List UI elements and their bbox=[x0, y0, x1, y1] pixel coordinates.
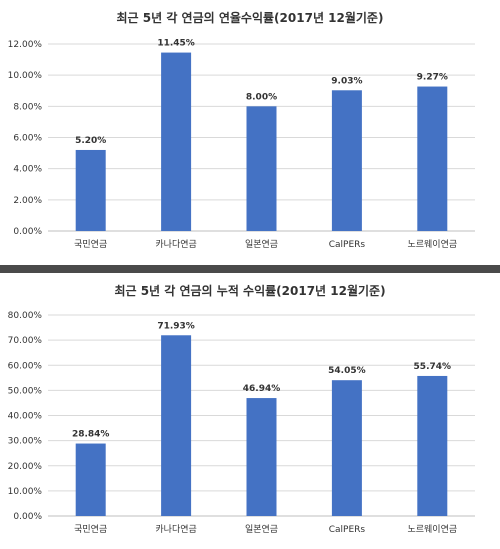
bar bbox=[75, 443, 106, 516]
chart-title: 최근 5년 각 연금의 누적 수익률(2017년 12월기준) bbox=[114, 283, 385, 298]
panel-divider bbox=[0, 265, 500, 273]
y-tick-label: 8.00% bbox=[13, 102, 42, 112]
data-label: 5.20% bbox=[75, 136, 106, 146]
y-tick-label: 10.00% bbox=[8, 71, 43, 81]
bar bbox=[417, 86, 448, 231]
data-label: 55.74% bbox=[414, 362, 452, 372]
y-tick-label: 60.00% bbox=[8, 361, 43, 371]
y-tick-label: 40.00% bbox=[8, 412, 43, 422]
bar bbox=[331, 90, 362, 231]
y-tick-label: 4.00% bbox=[13, 165, 42, 175]
y-tick-label: 80.00% bbox=[8, 311, 43, 321]
data-label: 46.94% bbox=[243, 384, 281, 394]
x-tick-label: 노르웨이연금 bbox=[407, 238, 457, 250]
data-label: 11.45% bbox=[157, 39, 195, 49]
x-tick-label: 일본연금 bbox=[245, 239, 278, 250]
y-tick-label: 30.00% bbox=[8, 437, 43, 447]
bar bbox=[417, 375, 448, 516]
chart-cumulative-return: 최근 5년 각 연금의 누적 수익률(2017년 12월기준) 0.00% 10.… bbox=[8, 283, 475, 535]
x-tick-label: 국민연금 bbox=[74, 524, 107, 535]
bar bbox=[161, 335, 192, 516]
chart-annual-return: 최근 5년 각 연금의 연율수익률(2017년 12월기준) 0.00% 2.00… bbox=[8, 10, 475, 250]
y-tick-label: 2.00% bbox=[13, 196, 42, 206]
x-tick-label: CalPERs bbox=[329, 525, 366, 535]
y-tick-label: 0.00% bbox=[13, 512, 42, 522]
y-tick-label: 50.00% bbox=[8, 386, 43, 396]
x-tick-label: 국민연금 bbox=[74, 239, 107, 250]
bar bbox=[246, 398, 277, 516]
data-label: 9.27% bbox=[417, 73, 448, 83]
chart-title: 최근 5년 각 연금의 연율수익률(2017년 12월기준) bbox=[117, 10, 384, 25]
bar bbox=[75, 149, 106, 231]
y-tick-label: 70.00% bbox=[8, 336, 43, 346]
x-tick-label: 카나다연금 bbox=[155, 524, 196, 535]
bar bbox=[331, 380, 362, 516]
data-label: 54.05% bbox=[328, 366, 366, 376]
y-tick-label: 20.00% bbox=[8, 462, 43, 472]
y-tick-label: 6.00% bbox=[13, 134, 42, 144]
y-tick-label: 12.00% bbox=[8, 40, 43, 50]
x-tick-label: 노르웨이연금 bbox=[407, 523, 457, 535]
chart-panel-annual-return: 최근 5년 각 연금의 연율수익률(2017년 12월기준) 0.00% 2.00… bbox=[0, 0, 500, 265]
y-tick-label: 10.00% bbox=[8, 487, 43, 497]
bar bbox=[246, 106, 277, 231]
x-tick-label: 일본연금 bbox=[245, 524, 278, 535]
data-label: 8.00% bbox=[246, 92, 277, 102]
chart-panel-cumulative-return: 최근 5년 각 연금의 누적 수익률(2017년 12월기준) 0.00% 10.… bbox=[0, 273, 500, 549]
x-tick-label: CalPERs bbox=[329, 240, 366, 250]
bar bbox=[161, 52, 192, 232]
x-tick-label: 카나다연금 bbox=[155, 239, 196, 250]
y-tick-label: 0.00% bbox=[13, 227, 42, 237]
data-label: 9.03% bbox=[331, 76, 362, 86]
data-label: 71.93% bbox=[157, 321, 195, 331]
data-label: 28.84% bbox=[72, 430, 110, 440]
